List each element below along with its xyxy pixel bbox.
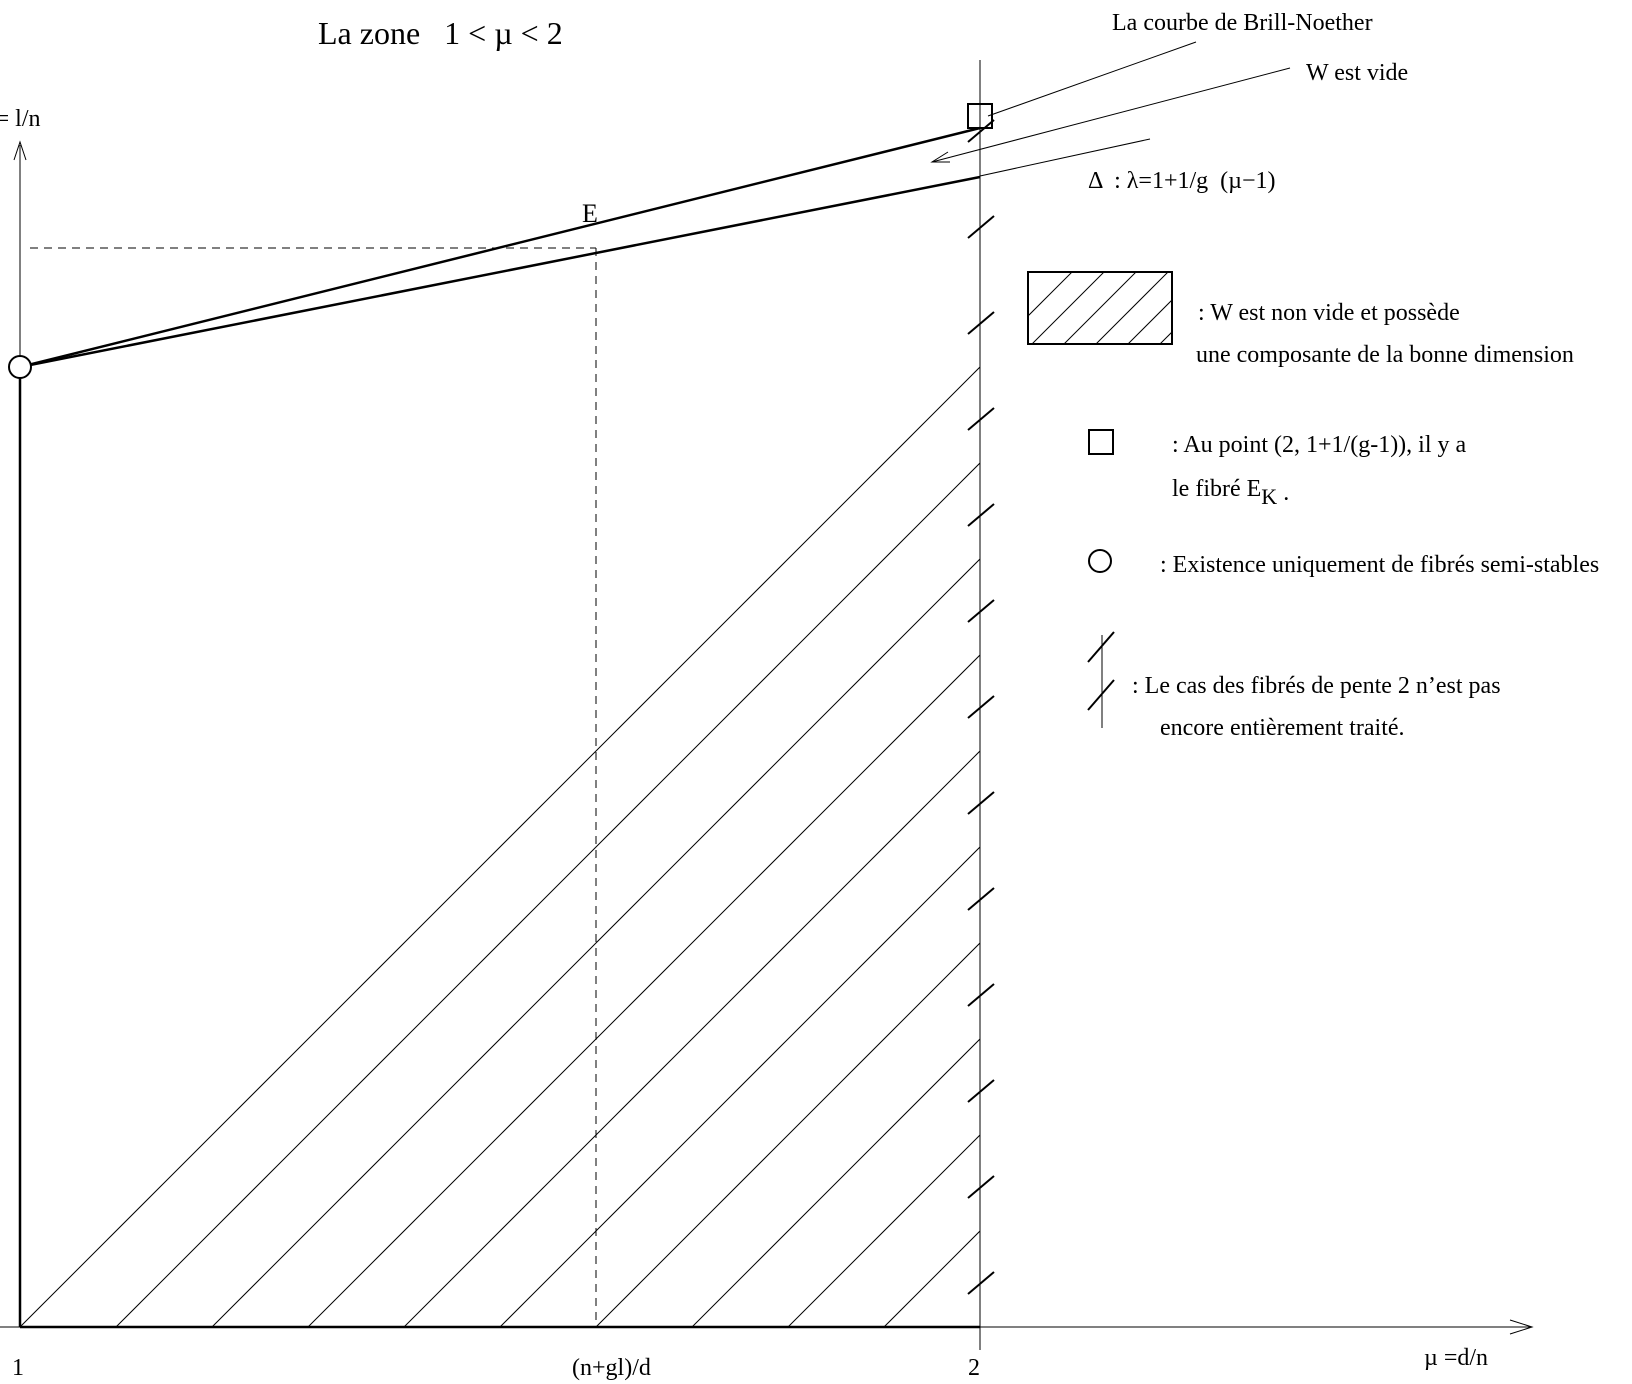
slope-2-tick [967,791,995,815]
legend-circle-text-1: : Existence uniquement de fibrés semi-st… [1160,552,1599,578]
slope-2-tick [967,119,995,143]
w-vide-arrowhead [930,151,950,163]
slope-2-tick [967,695,995,719]
hatch-line [1031,272,1105,344]
slope-2-tick [967,215,995,239]
hatch-line [1028,272,1073,317]
slope-2-tick [967,311,995,335]
legend-ticked-line-icon [1087,631,1115,728]
delta-label: Δ : λ=1+1/g (µ−1) [1088,168,1276,194]
ek-point-square-marker [967,103,993,129]
brill-noether-curve [19,126,981,369]
x-tick-label-1: 1 [12,1355,24,1381]
legend-hatch-text-1: : W est non vide et possède [1198,300,1460,326]
slope-2-tick [967,1271,995,1295]
legend-square-text-1: : Au point (2, 1+1/(g-1)), il y a [1172,432,1467,458]
slope-2-tick [967,983,995,1007]
hatch-line [1224,224,1344,344]
x-axis-arrowhead [1509,1319,1534,1335]
slope-2-tick [967,887,995,911]
slope-2-tick [967,1079,995,1103]
hatch-line [691,177,980,1327]
slope-2-tick [967,407,995,431]
point-e-label: E [582,199,598,228]
brill-noether-label: La courbe de Brill-Noether [1112,10,1373,36]
hatch-line [115,177,980,1327]
hatch-line [1192,224,1312,344]
delta-line [19,175,981,369]
hatch-line [1063,272,1137,344]
w-vide-label: W est vide [1306,60,1408,86]
brill-noether-pointer [987,41,1197,117]
legend-circle-icon [1088,549,1112,573]
hatch-line [211,177,980,1327]
slope-2-ticks [967,119,995,1295]
semi-stable-point-marker [8,355,32,379]
slope-2-tick [967,1175,995,1199]
hatch-line [1127,299,1172,344]
legend-square-icon [1088,429,1114,455]
hatch-line [1159,331,1172,344]
legend-hatch-swatch [1027,224,1376,345]
legend-hatch-text-2: une composante de la bonne dimension [1196,342,1574,368]
x-axis-label: µ =d/n [1424,1345,1488,1371]
delta-pointer [979,138,1151,177]
y-axis-arrowhead [13,140,27,161]
slope-2-tick [967,503,995,527]
hatch-line [1095,272,1169,344]
x-tick-label-mid: (n+gl)/d [572,1355,651,1381]
hatch-line [307,177,980,1327]
hatch-line [499,177,980,1327]
hatch-line [595,177,980,1327]
legend-ticked-text-1: : Le cas des fibrés de pente 2 n’est pas [1132,673,1501,699]
diagram-title: La zone 1 < µ < 2 [318,15,563,51]
hatched-region [20,177,980,1327]
slope-2-tick [967,599,995,623]
y-axis-label: λ = l/n [0,106,41,132]
legend-square-text-2: le fibré EK . [1172,476,1289,509]
hatch-line [20,177,980,1327]
w-vide-pointer [931,67,1291,163]
legend-ticked-text-2: encore entièrement traité. [1160,715,1405,741]
hatch-line [403,177,980,1327]
hatch-line [1256,224,1376,344]
x-tick-label-2: 2 [968,1355,980,1381]
